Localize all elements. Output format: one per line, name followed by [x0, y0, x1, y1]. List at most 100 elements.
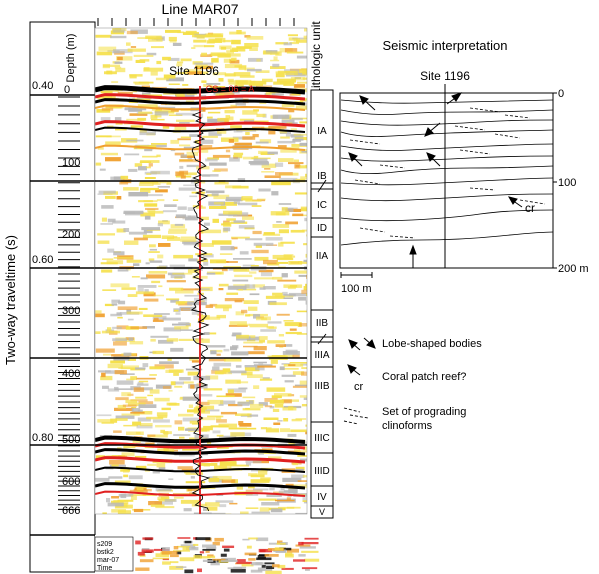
seismic-speckle [178, 338, 194, 341]
seismic-speckle [203, 83, 213, 87]
seismic-speckle [180, 329, 193, 331]
seismic-speckle [280, 428, 291, 433]
seismic-speckle [198, 193, 205, 197]
seismic-speckle [218, 404, 224, 406]
seismic-speckle [303, 446, 307, 451]
seismic-speckle [102, 512, 107, 514]
seismic-speckle [172, 236, 178, 238]
seismic-speckle [261, 171, 275, 173]
seismic-speckle [278, 334, 284, 337]
seismic-speckle [269, 302, 287, 306]
seismic-speckle [238, 421, 244, 426]
seismic-speckle [306, 234, 307, 237]
bottom-strip-speckle [207, 555, 216, 559]
seismic-speckle [111, 81, 119, 83]
seismic-speckle [157, 254, 164, 259]
seismic-speckle [271, 355, 286, 359]
seismic-speckle [233, 199, 240, 205]
seismic-speckle [163, 431, 169, 435]
bottom-strip-speckle [176, 550, 182, 555]
seismic-speckle [125, 399, 138, 404]
seismic-speckle [238, 225, 255, 229]
seismic-speckle [227, 285, 247, 290]
seismic-speckle [107, 248, 115, 253]
seismic-speckle [299, 99, 307, 102]
bottom-strip-speckle [137, 551, 145, 556]
seismic-speckle [281, 103, 295, 108]
seismic-speckle [290, 429, 307, 433]
seismic-speckle [170, 347, 184, 352]
seismic-speckle [274, 393, 292, 397]
seismic-speckle [123, 444, 136, 449]
seismic-speckle [127, 402, 146, 407]
seismic-speckle [276, 257, 294, 261]
seismic-speckle [114, 386, 119, 391]
seismic-speckle [120, 365, 139, 370]
bottom-strip-speckle [277, 564, 286, 569]
seismic-speckle [270, 211, 290, 216]
seismic-speckle [101, 421, 115, 424]
seismic-speckle [280, 149, 297, 153]
seismic-speckle [235, 311, 245, 316]
seismic-speckle [155, 189, 168, 193]
seismic-speckle [247, 374, 263, 378]
seismic-speckle [280, 485, 285, 491]
bottom-strip-speckle [212, 558, 226, 561]
seismic-speckle [249, 120, 269, 123]
seismic-speckle [216, 434, 224, 437]
seismic-speckle [172, 199, 179, 201]
seismic-speckle [168, 114, 183, 116]
seismic-speckle [101, 372, 106, 378]
seismic-speckle [143, 230, 153, 234]
seismic-speckle [147, 463, 157, 466]
seismic-speckle [147, 394, 153, 397]
seismic-speckle [144, 203, 158, 207]
depth-tick-label: 500 [62, 434, 80, 446]
seismic-speckle [233, 72, 251, 77]
seismic-speckle [118, 300, 126, 305]
seismic-speckle [272, 114, 290, 119]
seismic-speckle [180, 288, 199, 291]
seismic-speckle [127, 318, 134, 321]
bottom-strip-speckle [301, 542, 319, 545]
seismic-speckle [177, 466, 193, 470]
seismic-speckle [177, 138, 191, 141]
bottom-strip-speckle [202, 559, 214, 562]
unit-label: V [319, 507, 325, 517]
seismic-speckle [97, 147, 104, 150]
bottom-strip-speckle [236, 561, 252, 564]
bottom-strip-speckle [276, 542, 286, 545]
seismic-speckle [265, 237, 283, 241]
bottom-note-line: bstk2 [97, 549, 114, 556]
seismic-speckle [262, 78, 273, 83]
seismic-speckle [111, 496, 120, 499]
bottom-strip-speckle [258, 548, 273, 553]
seismic-speckle [303, 259, 307, 262]
seismic-speckle [242, 156, 257, 160]
seismic-speckle [130, 46, 137, 48]
seismic-speckle [205, 502, 220, 507]
seismic-speckle [234, 96, 244, 101]
seismic-speckle [150, 335, 169, 338]
seismic-speckle [248, 83, 263, 86]
seismic-speckle [202, 254, 214, 258]
seismic-speckle [247, 351, 265, 355]
seismic-speckle [278, 158, 294, 162]
seismic-speckle [126, 139, 144, 142]
seismic-speckle [170, 139, 180, 144]
bottom-strip-speckle [264, 562, 275, 565]
seismic-speckle [130, 411, 145, 414]
seismic-speckle [278, 506, 295, 509]
seismic-speckle [245, 460, 262, 464]
seismic-speckle [119, 181, 129, 185]
seismic-speckle [173, 434, 191, 436]
seismic-speckle [232, 332, 242, 337]
seismic-speckle [223, 307, 229, 312]
seismic-speckle [184, 294, 201, 297]
seismic-speckle [280, 241, 295, 244]
seismic-speckle [174, 420, 183, 425]
seismic-speckle [296, 333, 307, 335]
bottom-strip-speckle [206, 546, 217, 550]
seismic-speckle [288, 406, 294, 411]
seismic-speckle [162, 124, 170, 129]
